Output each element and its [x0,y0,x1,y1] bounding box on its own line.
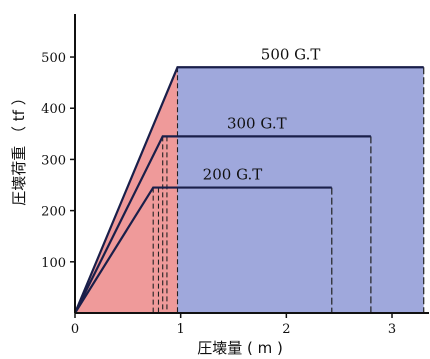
x-tick-label-0: 0 [71,322,79,337]
axes [70,14,429,318]
x-tick-label-3: 3 [388,322,396,337]
series-label-2: 200 G.T [203,166,263,184]
series-line-2 [74,186,332,314]
series-lines [73,66,424,314]
x-tick-label-1: 1 [177,322,185,337]
guide-lines [152,67,425,313]
x-tick-label-2: 2 [282,322,290,337]
series-line-0 [73,66,424,314]
y-tick-label-3: 400 [41,102,66,117]
y-tick-label-4: 500 [41,51,66,66]
series-label-0: 500 G.T [261,45,321,63]
y-tick-label-1: 200 [41,205,66,220]
y-axis-title: 圧壊荷重 （ tf ） [10,90,28,205]
series-label-1: 300 G.T [227,114,287,132]
x-axis-title: 圧壊量 ( m ) [197,339,283,357]
labels: 500 G.T 300 G.T 200 G.T 100 200 300 400 500 0 1 2 3… [10,45,396,357]
series-line-1 [74,135,371,314]
y-tick-label-2: 300 [41,153,66,168]
plastic-region [177,67,424,313]
y-tick-label-0: 100 [41,256,66,271]
